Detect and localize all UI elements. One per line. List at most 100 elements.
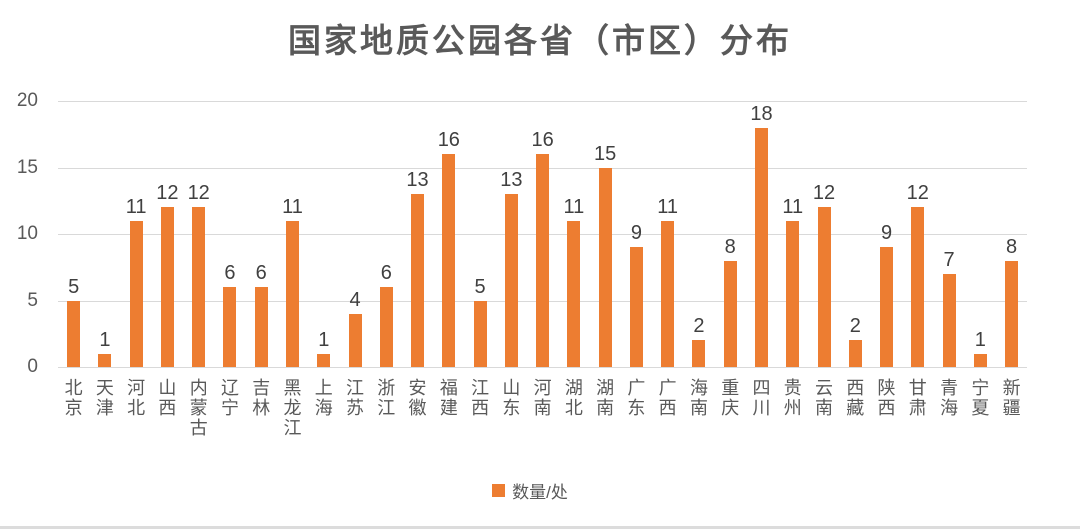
bar [817,207,831,367]
bar-slot: 7 [933,101,964,367]
bar-slot: 9 [621,101,652,367]
bar [567,220,581,367]
bar [254,287,268,367]
bar [911,207,925,367]
bar-slot: 9 [871,101,902,367]
bar-value-label: 9 [630,222,642,245]
bar-value-label: 1 [318,328,330,351]
bar [379,287,393,367]
x-axis-label: 吉林 [252,378,271,418]
bar-value-label: 13 [406,169,429,192]
bar-slot: 6 [246,101,277,367]
bar-slot: 2 [840,101,871,367]
x-axis-label: 广西 [658,378,677,418]
x-axis-label: 山西 [158,378,177,418]
bar-slot: 12 [902,101,933,367]
bar-value-label: 5 [68,275,80,298]
bar-slot: 18 [746,101,777,367]
y-tick-label: 5 [27,289,38,311]
x-axis-label: 内蒙古 [189,378,208,438]
bar-value-label: 15 [594,142,617,165]
bar-slot: 12 [808,101,839,367]
x-axis-label: 浙江 [377,378,396,418]
x-axis-label: 辽宁 [220,378,239,418]
x-axis-label: 陕西 [877,378,896,418]
bar-value-label: 9 [880,222,893,245]
y-tick-label: 20 [16,90,38,111]
bar-slot: 6 [371,101,402,367]
bar-value-label: 13 [500,169,523,192]
bar [67,300,81,367]
x-axis-label: 天津 [95,378,114,418]
bar-value-label: 11 [125,195,147,218]
bar [598,167,612,367]
x-axis-label: 河北 [127,378,146,418]
bar-value-label: 12 [812,182,836,205]
x-axis-label: 海南 [689,378,708,418]
x-axis-label: 贵州 [783,378,802,418]
x-axis-label: 重庆 [721,378,740,418]
bar [536,154,550,367]
bar [442,154,456,367]
x-axis-label: 西藏 [846,378,865,418]
bar-value-label: 4 [349,288,361,311]
bar-value-label: 12 [187,182,210,205]
bar-value-label: 11 [782,195,804,218]
bar [129,220,143,367]
bar-slot: 11 [652,101,683,367]
x-axis-label: 江苏 [346,378,365,418]
y-tick-label: 10 [16,223,38,244]
x-axis-label: 福建 [439,378,458,418]
bar-slot: 8 [715,101,746,367]
bar-slot: 6 [214,101,245,367]
bar-value-label: 16 [531,129,554,152]
bar-value-label: 5 [474,275,486,298]
bar-value-label: 2 [693,315,705,338]
bar [317,353,331,367]
bar-value-label: 1 [99,328,111,351]
bar [942,273,956,367]
y-axis-labels: 0 5 10 15 20 [0,90,48,377]
bar-value-label: 12 [156,182,179,205]
bar-value-label: 6 [380,262,392,285]
bar-slot: 11 [277,101,308,367]
bar-value-label: 8 [1006,235,1018,258]
bar [848,340,862,367]
bar-value-label: 6 [224,262,236,285]
bar-slot: 16 [527,101,558,367]
bar-value-label: 12 [906,182,929,205]
bar-slot: 12 [152,101,183,367]
y-tick-label: 15 [16,156,38,178]
x-axis-label: 河南 [533,378,552,418]
bar-value-label: 8 [724,235,736,258]
x-axis-label: 湖南 [596,378,615,418]
bar [160,207,174,367]
x-axis-label: 云南 [815,378,833,418]
x-axis-label: 广东 [627,378,646,418]
bar [192,207,206,367]
bar-slot: 1 [965,101,996,367]
bar-value-label: 6 [255,262,267,285]
bar-slot: 11 [558,101,589,367]
legend-swatch [492,484,506,497]
x-axis-label: 黑龙江 [283,378,302,438]
bar-slot: 5 [58,101,89,367]
x-axis-label: 上海 [314,378,333,418]
bar-value-label: 7 [943,248,955,271]
bar-slot: 2 [683,101,714,367]
gridline [58,367,1027,368]
x-axis-label: 山东 [502,378,521,418]
x-axis-label: 甘肃 [908,378,927,418]
bar-value-label: 18 [750,102,773,125]
bottom-divider [0,526,1080,529]
bar-slot: 12 [183,101,214,367]
legend-label: 数量/处 [512,483,568,502]
bar-slot: 4 [339,101,370,367]
bar-slot: 11 [121,101,152,367]
x-axis-label: 江西 [471,378,490,418]
bar [629,247,643,367]
bar-value-label: 1 [974,328,986,351]
gridline [58,101,1027,102]
plot-area: 5 1 11 12 12 6 6 11 1 4 6 13 16 5 13 16 11 15 9 11 2 8 18 11 12 2… [58,101,1027,368]
